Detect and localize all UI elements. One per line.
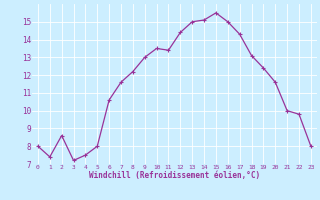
X-axis label: Windchill (Refroidissement éolien,°C): Windchill (Refroidissement éolien,°C)	[89, 171, 260, 180]
